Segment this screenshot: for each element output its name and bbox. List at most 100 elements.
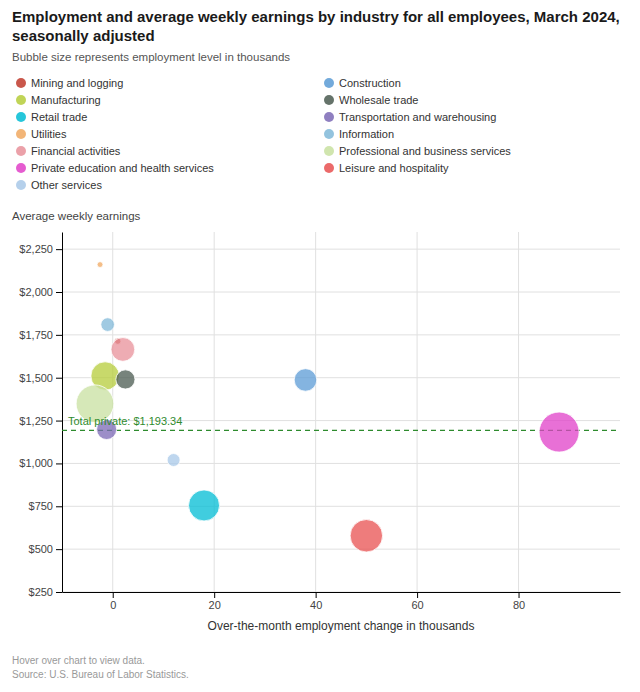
y-tick-label: $1,750 — [19, 329, 53, 341]
grid-line-y — [62, 377, 620, 378]
legend-item: Transportation and warehousing — [324, 111, 496, 123]
bubble — [539, 412, 579, 452]
legend-item: Leisure and hospitality — [324, 162, 449, 174]
y-tick: $250 — [29, 586, 62, 598]
legend-label: Transportation and warehousing — [339, 111, 496, 123]
source: Source: U.S. Bureau of Labor Statistics. — [12, 669, 189, 680]
legend-label: Retail trade — [31, 111, 87, 123]
legend-label: Other services — [31, 179, 102, 191]
legend-label: Leisure and hospitality — [339, 162, 449, 174]
y-tick-label: $2,250 — [19, 243, 53, 255]
legend-swatch — [324, 95, 334, 105]
y-tick: $1,750 — [19, 329, 62, 341]
y-tick-mark — [56, 335, 62, 336]
x-axis-title: Over-the-month employment change in thou… — [208, 619, 475, 633]
legend-item: Financial activities — [16, 145, 121, 157]
grid — [62, 232, 620, 592]
y-tick-mark — [56, 592, 62, 593]
y-axis: $250 $500 $750 $1,000 $1,250 $1,500 $1,750 $2,0… — [19, 233, 62, 599]
legend-swatch — [16, 146, 26, 156]
y-tick: $1,250 — [19, 415, 62, 427]
grid-line-x — [214, 232, 215, 592]
legend-item: Wholesale trade — [324, 94, 419, 106]
legend: Mining and logging Construction Manufactur… — [16, 77, 511, 191]
x-tick-mark — [214, 592, 215, 598]
legend-item: Professional and business services — [324, 145, 511, 157]
y-tick-mark — [56, 292, 62, 293]
legend-item: Other services — [16, 179, 102, 191]
reference-line — [62, 430, 620, 431]
y-tick: $500 — [29, 543, 62, 555]
x-tick-label: 20 — [209, 599, 221, 611]
y-tick-mark — [56, 463, 62, 464]
x-tick-label: 0 — [110, 599, 116, 611]
x-tick-label: 80 — [513, 599, 525, 611]
legend-label: Wholesale trade — [339, 94, 419, 106]
bubble — [101, 318, 115, 332]
legend-label: Information — [339, 128, 394, 140]
y-tick-label: $250 — [29, 586, 53, 598]
grid-line-y — [62, 249, 620, 250]
legend-swatch — [324, 78, 334, 88]
legend-swatch — [324, 146, 334, 156]
y-tick-label: $1,000 — [19, 457, 53, 469]
source: Hover over chart to view data. — [12, 655, 145, 666]
y-tick: $2,250 — [19, 243, 62, 255]
annotation: Total private: $1,193.34 — [68, 415, 182, 427]
grid-line-y — [62, 592, 620, 593]
y-tick-label: $1,500 — [19, 372, 53, 384]
chart: Employment and average weekly earnings b… — [0, 0, 640, 692]
x-tick-mark — [113, 592, 114, 598]
legend-item: Construction — [324, 77, 401, 89]
legend-item: Retail trade — [16, 111, 87, 123]
x-tick: 40 — [310, 592, 322, 611]
y-tick-label: $1,250 — [19, 415, 53, 427]
legend-item: Mining and logging — [16, 77, 123, 89]
legend-swatch — [16, 95, 26, 105]
legend-item: Utilities — [16, 128, 67, 140]
legend-swatch — [324, 112, 334, 122]
bubble — [111, 338, 135, 362]
legend-item: Manufacturing — [16, 94, 101, 106]
grid-line-y — [62, 549, 620, 550]
legend-item: Private education and health services — [16, 162, 214, 174]
legend-swatch — [324, 129, 334, 139]
bubble — [167, 454, 180, 467]
x-tick: 60 — [411, 592, 423, 611]
y-tick-mark — [56, 378, 62, 379]
y-tick: $750 — [29, 500, 62, 512]
legend-label: Manufacturing — [31, 94, 101, 106]
grid-line-x — [518, 232, 519, 592]
x-tick: 0 — [110, 592, 116, 611]
bubble — [97, 262, 103, 268]
x-tick-mark — [417, 592, 418, 598]
subtitle: Bubble size represents employment level … — [12, 51, 290, 63]
legend-label: Financial activities — [31, 145, 121, 157]
y-tick: $1,500 — [19, 372, 62, 384]
y-tick: $1,000 — [19, 457, 62, 469]
title: Employment and average weekly earnings b… — [12, 8, 620, 44]
y-axis-title: Average weekly earnings — [12, 210, 141, 222]
x-tick-mark — [519, 592, 520, 598]
legend-swatch — [16, 129, 26, 139]
legend-label: Utilities — [31, 128, 67, 140]
x-tick-label: 60 — [411, 599, 423, 611]
x-tick-mark — [316, 592, 317, 598]
grid-line-y — [62, 506, 620, 507]
legend-item: Information — [324, 128, 394, 140]
grid-line-y — [62, 292, 620, 293]
bubble — [294, 369, 317, 392]
grid-line-x — [112, 232, 113, 592]
grid-line-y — [62, 334, 620, 335]
legend-swatch — [324, 163, 334, 173]
y-tick: $2,000 — [19, 286, 62, 298]
legend-label: Professional and business services — [339, 145, 511, 157]
y-tick-label: $750 — [29, 500, 53, 512]
y-tick-mark — [56, 506, 62, 507]
bubble — [189, 490, 220, 521]
y-tick-label: $500 — [29, 543, 53, 555]
grid-line-y — [62, 463, 620, 464]
legend-label: Mining and logging — [31, 77, 123, 89]
bubble — [116, 370, 135, 389]
grid-line-x — [417, 232, 418, 592]
